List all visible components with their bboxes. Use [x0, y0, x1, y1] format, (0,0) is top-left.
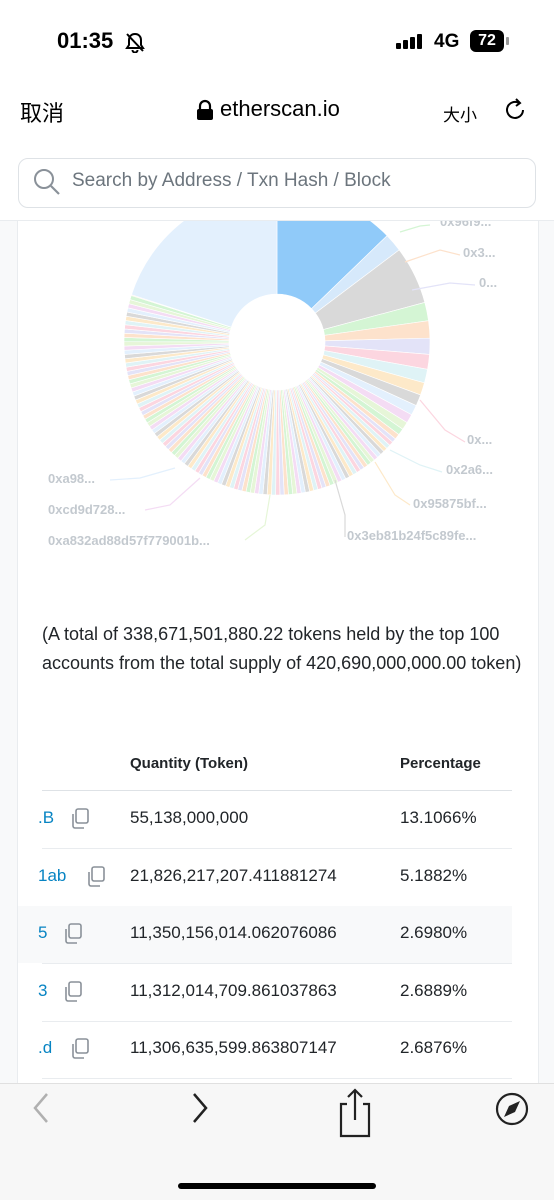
forward-icon[interactable] [193, 1093, 208, 1123]
chart-label: 0x... [467, 432, 493, 447]
percentage: 13.1066% [400, 808, 477, 827]
leader-line [411, 282, 476, 291]
chart-label: 0xa832ad88d57f779001b... [48, 533, 210, 548]
quantity: 55,138,000,000 [130, 808, 249, 827]
signal-icon [396, 34, 422, 49]
column-header: Quantity (Token) [130, 755, 249, 772]
row-rule [42, 848, 512, 849]
leader-line [404, 249, 461, 263]
percentage: 2.6889% [400, 980, 468, 1000]
text-size-button[interactable]: 大小 [443, 106, 477, 125]
url[interactable]: etherscan.io [220, 96, 340, 121]
cancel-button[interactable]: 取消 [20, 101, 65, 126]
leader-line [419, 399, 466, 443]
back-icon[interactable] [33, 1093, 48, 1123]
address: .d [38, 1038, 53, 1057]
network-type: 4G [434, 31, 460, 52]
percentage: 2.6876% [400, 1038, 468, 1057]
address: 1ab [38, 865, 67, 885]
percentage: 2.6980% [400, 923, 468, 942]
share-icon[interactable] [339, 1088, 371, 1138]
copy-icon[interactable] [86, 865, 106, 888]
chart-label: 0... [479, 275, 498, 290]
search-box[interactable] [18, 158, 536, 208]
chart-label: 0x3... [463, 245, 496, 260]
quantity: 11,312,014,709.861037863 [130, 980, 337, 1000]
leader-line [144, 477, 201, 511]
copy-icon[interactable] [70, 808, 90, 830]
quantity: 11,306,635,599.863807147 [130, 1038, 337, 1057]
search-icon [34, 169, 60, 195]
copy-icon[interactable] [70, 1038, 90, 1060]
percentage: 5.1882% [400, 865, 468, 885]
chart-label: 0x2a6... [446, 462, 493, 477]
browser-toolbar [0, 1083, 554, 1200]
battery-tip [506, 37, 509, 45]
lock-icon [197, 99, 213, 120]
quantity: 21,826,217,207.411881274 [130, 865, 337, 885]
header-rule [42, 790, 512, 791]
column-header: Percentage [400, 755, 481, 772]
chart-label: 0xa98... [48, 471, 95, 486]
leader-line [399, 224, 431, 233]
address: 5 [38, 923, 48, 942]
address: .B [38, 808, 55, 827]
quantity: 11,350,156,014.062076086 [130, 923, 337, 942]
toolbar-icons [33, 1088, 529, 1189]
leader-line [109, 467, 176, 481]
compass-icon[interactable] [495, 1092, 529, 1126]
leader-line [374, 461, 411, 506]
copy-icon[interactable] [63, 980, 83, 1003]
row-rule [42, 1020, 512, 1022]
search-placeholder: Search by Address / Txn Hash / Block [72, 170, 391, 191]
browser-header: 01:35 4G 72 取消 etherscan.io 大小 Search by… [0, 0, 554, 221]
battery: 72 [470, 30, 504, 52]
mute-icon [125, 32, 145, 53]
status-time: 01:35 [57, 28, 114, 53]
leader-line [334, 479, 346, 537]
chart-label: 0x3eb81b24f5c89fe... [347, 528, 477, 543]
row-highlight [18, 906, 512, 963]
chart-label: 0x95875bf... [413, 496, 487, 511]
home-indicator [178, 1183, 376, 1189]
copy-icon[interactable] [63, 923, 83, 945]
leader-line [389, 449, 443, 473]
address: 3 [38, 980, 48, 1000]
chart-label: 0xcd9d728... [48, 502, 126, 517]
leader-line [244, 494, 271, 541]
reload-icon[interactable] [503, 97, 529, 123]
summary-text: (A total of 338,671,501,880.22 tokens he… [42, 624, 522, 673]
row-rule [42, 1078, 512, 1079]
row-rule [42, 963, 512, 964]
content-card [17, 150, 539, 1150]
